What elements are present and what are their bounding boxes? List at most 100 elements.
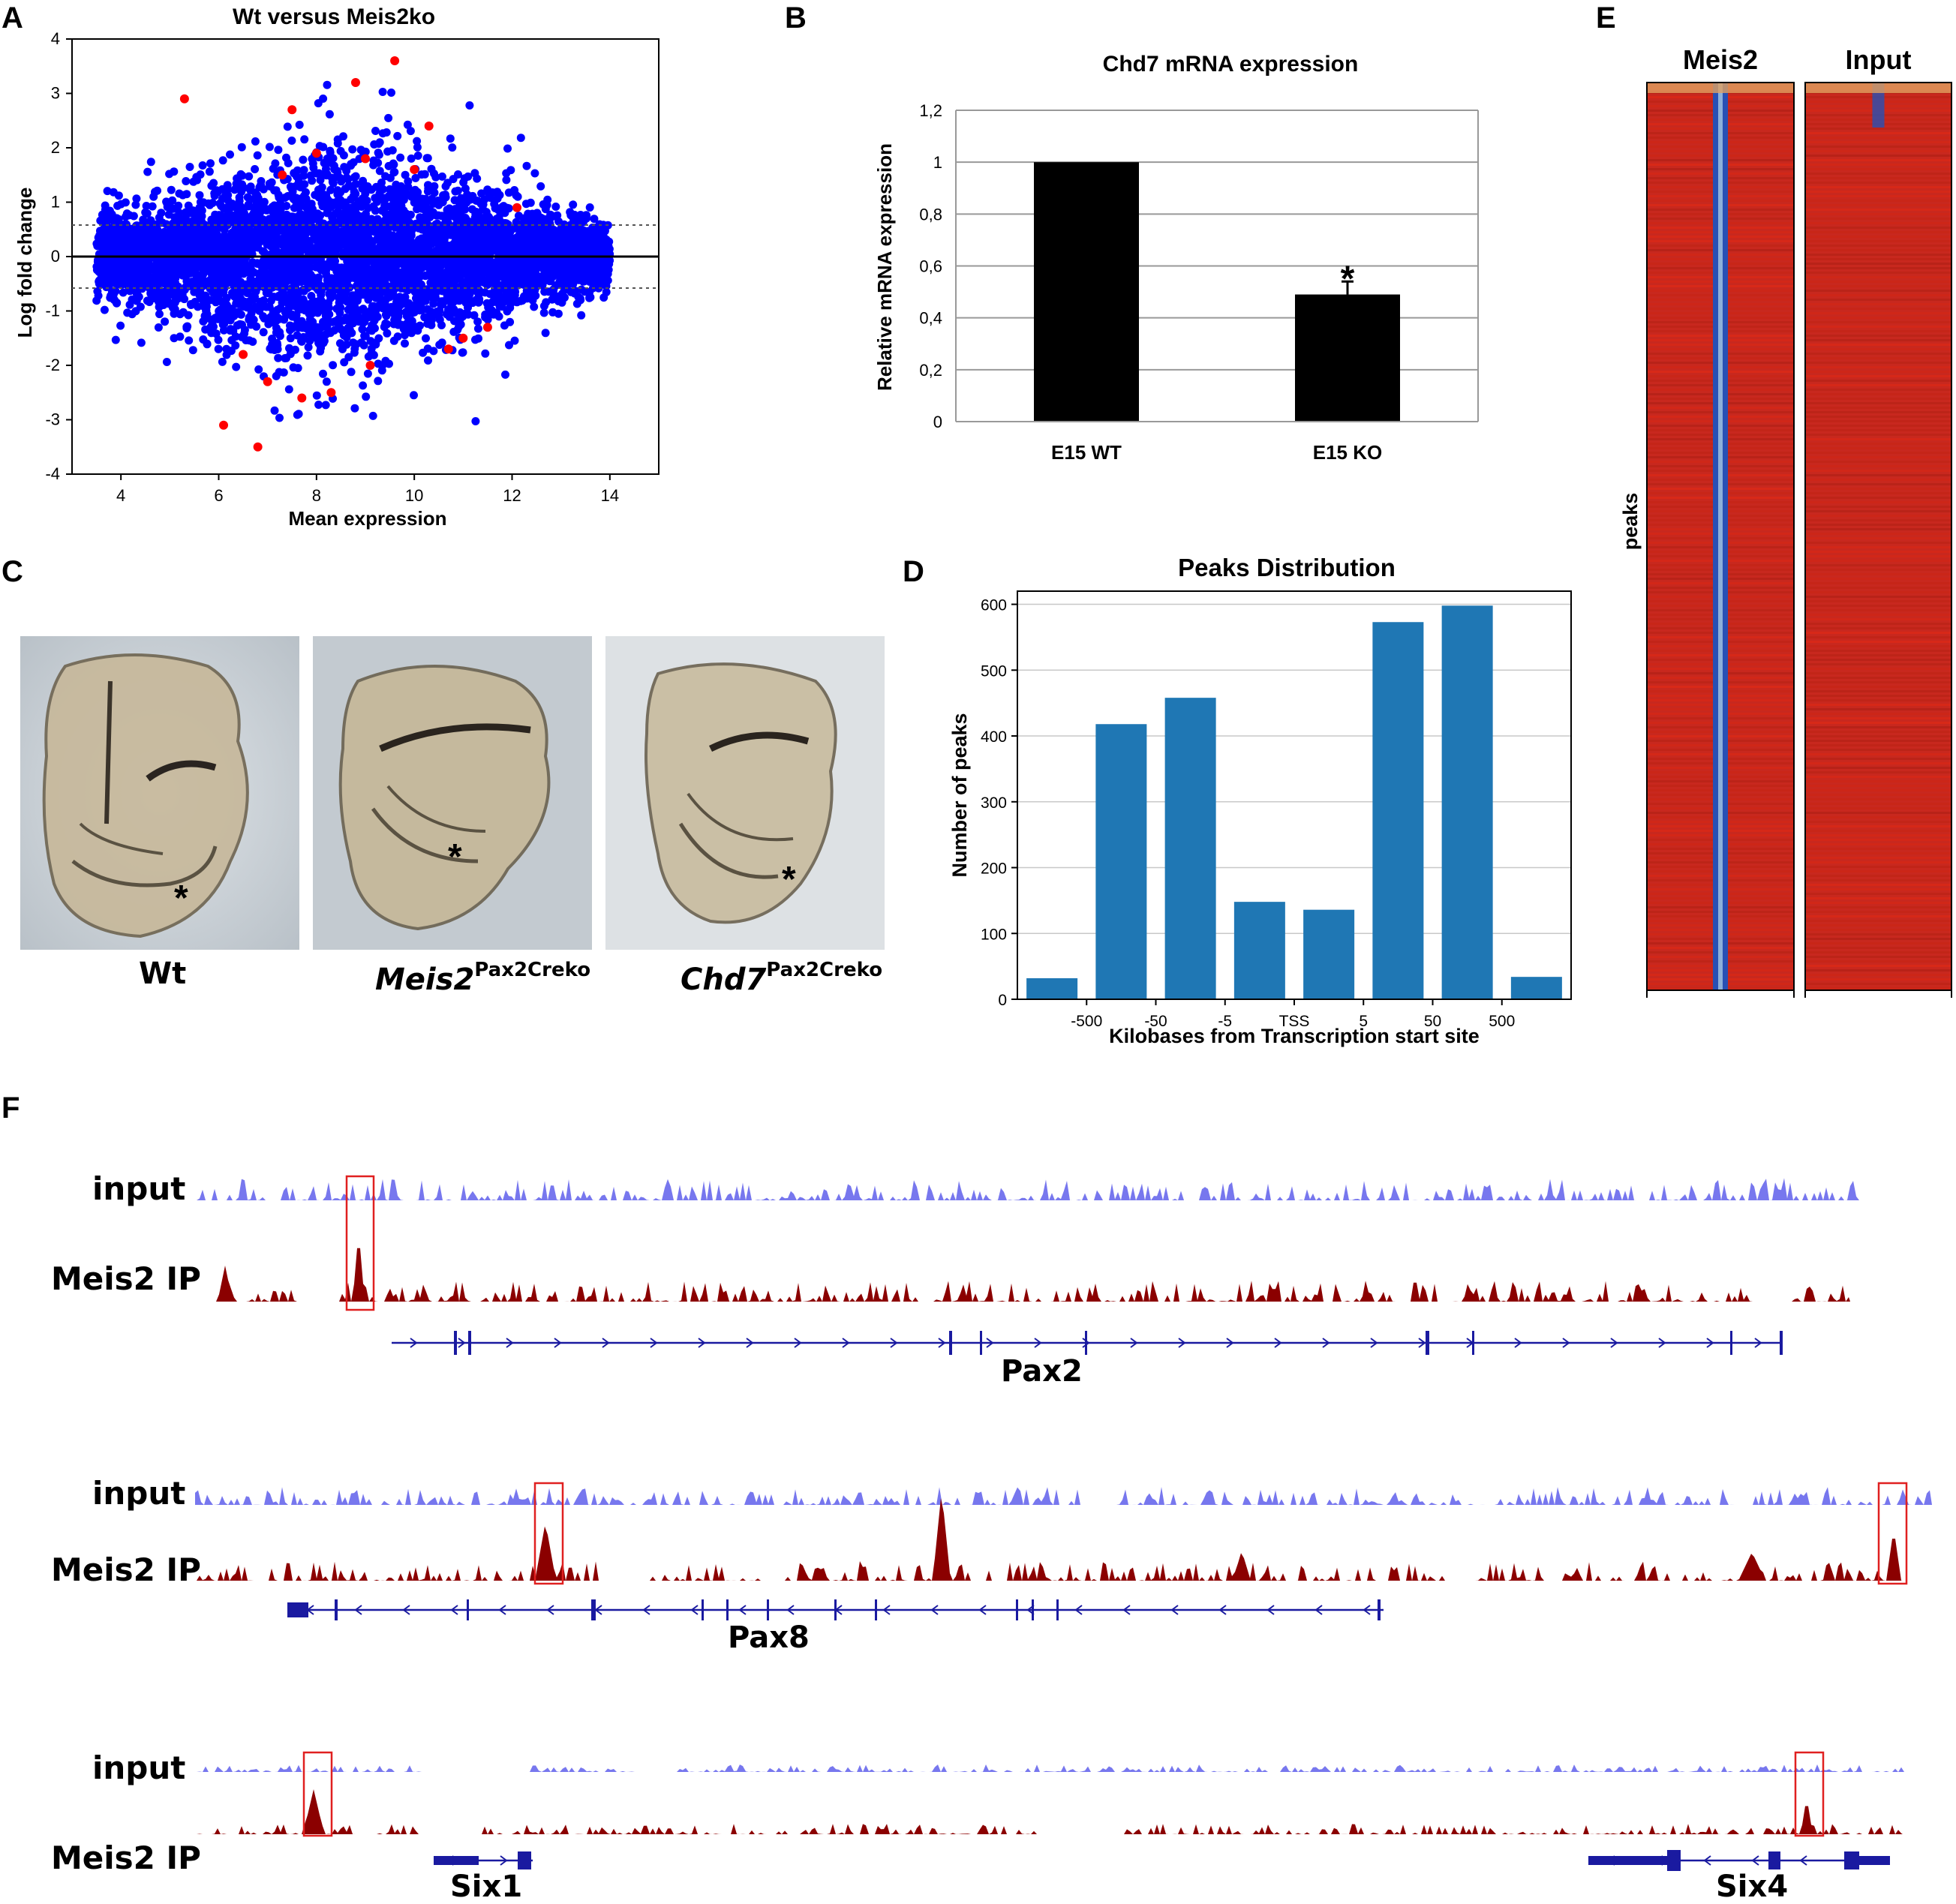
ma-point	[347, 233, 356, 242]
ma-point	[471, 417, 480, 425]
ma-point	[185, 163, 194, 171]
ma-point	[240, 329, 249, 338]
ma-point	[251, 165, 260, 173]
ma-point	[258, 200, 267, 208]
ma-point	[579, 227, 588, 235]
ma-point	[381, 319, 390, 328]
ma-point	[503, 239, 512, 248]
ma-point	[325, 110, 334, 119]
ma-point	[264, 320, 273, 329]
ma-point	[320, 170, 329, 178]
ma-point	[574, 262, 583, 271]
ma-point	[272, 215, 281, 224]
ma-point	[230, 283, 239, 292]
ma-point	[437, 172, 446, 181]
ma-point	[93, 257, 102, 266]
ma-point	[329, 161, 338, 170]
ma-point	[569, 200, 578, 209]
ma-point	[365, 245, 374, 254]
ma-point	[420, 313, 429, 322]
ma-point	[375, 167, 384, 176]
ma-point	[179, 308, 188, 317]
ma-point	[437, 236, 446, 245]
ma-point	[465, 101, 474, 110]
ma-point	[525, 227, 534, 236]
ma-point	[303, 206, 312, 215]
ma-point	[518, 260, 527, 269]
ma-point	[510, 336, 519, 345]
ma-point	[137, 338, 146, 347]
ma-point	[265, 215, 274, 224]
ma-point	[471, 233, 480, 242]
ma-point	[146, 158, 155, 167]
ma-point	[373, 215, 382, 224]
ma-point	[473, 317, 482, 326]
ma-point	[576, 294, 584, 303]
ma-point	[154, 323, 163, 332]
ma-point	[116, 245, 125, 254]
ma-point	[475, 297, 483, 306]
ma-point	[331, 209, 339, 218]
ma-point	[182, 177, 191, 185]
ma-point	[329, 361, 338, 370]
ma-point	[266, 275, 275, 284]
ma-point	[222, 219, 231, 228]
ma-point	[336, 303, 345, 312]
ma-point	[237, 143, 246, 152]
ma-point	[182, 208, 191, 217]
ma-point	[198, 161, 207, 170]
ma-point	[548, 308, 557, 317]
ma-point	[411, 173, 420, 182]
ma-point	[468, 274, 477, 283]
ma-point	[419, 221, 428, 230]
ma-point	[320, 198, 329, 207]
ma-point	[161, 257, 170, 265]
ma-point	[424, 356, 432, 365]
ma-point	[586, 293, 595, 302]
ma-point	[384, 113, 393, 122]
ma-point	[294, 410, 303, 419]
ma-point	[269, 307, 278, 316]
ma-point	[445, 259, 454, 268]
ma-point	[100, 268, 109, 277]
ma-point	[263, 233, 272, 242]
ma-point	[384, 192, 393, 200]
ma-point	[148, 202, 157, 211]
ma-point	[176, 332, 185, 341]
ma-point	[119, 288, 128, 297]
ma-point	[274, 353, 283, 362]
ma-point	[268, 335, 277, 343]
ma-point	[142, 202, 151, 210]
ma-point	[416, 248, 425, 257]
ma-point	[299, 262, 308, 271]
ma-point	[268, 268, 276, 276]
ma-point	[389, 336, 398, 345]
ma-point	[502, 176, 511, 185]
ma-point	[375, 138, 384, 147]
ma-point	[227, 347, 236, 356]
ma-point	[128, 224, 137, 233]
ma-point	[111, 335, 120, 344]
ma-point	[143, 209, 152, 218]
ma-point	[393, 190, 402, 199]
ma-point	[432, 308, 441, 316]
ma-point	[419, 348, 428, 357]
ma-point	[386, 264, 395, 272]
ma-point	[378, 88, 387, 96]
ma-point	[218, 357, 227, 366]
ma-point	[441, 191, 449, 199]
ma-point	[476, 200, 485, 208]
ma-point	[364, 295, 373, 304]
ma-point	[373, 293, 382, 302]
ma-point	[590, 215, 599, 224]
ma-point	[536, 182, 545, 191]
ma-point	[100, 305, 109, 314]
ma-point	[526, 288, 535, 297]
ma-point	[174, 251, 183, 260]
ma-point	[243, 193, 252, 202]
ma-point	[548, 295, 557, 304]
ma-point	[128, 279, 137, 288]
panel-letter-b: B	[785, 2, 807, 35]
ma-point	[474, 269, 482, 278]
ma-point	[381, 172, 389, 181]
